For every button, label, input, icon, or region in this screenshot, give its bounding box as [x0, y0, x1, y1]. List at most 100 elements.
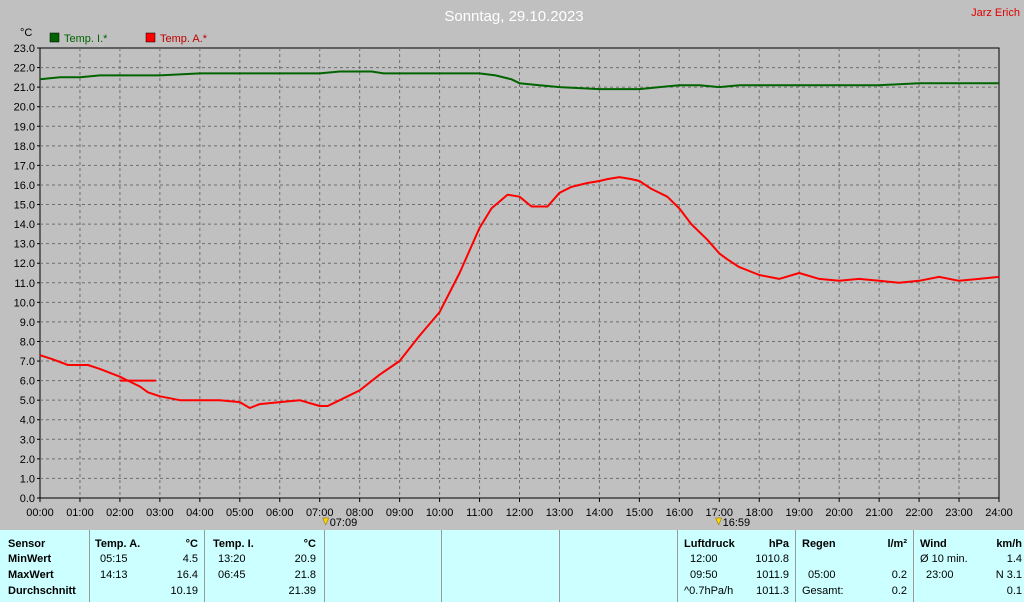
pressure-min-value: 1010.8: [755, 553, 789, 565]
legend: Temp. I.* Temp. A.*: [49, 32, 208, 45]
wind-max-time: 23:00: [926, 569, 954, 581]
y-tick-label: 12.0: [14, 258, 35, 270]
x-tick-label: 06:00: [266, 507, 294, 519]
rain-unit: l/m²: [887, 538, 907, 550]
y-tick-label: 7.0: [20, 356, 35, 368]
x-tick-label: 16:00: [666, 507, 694, 519]
pressure-trend: ^0.7hPa/h: [684, 585, 734, 597]
y-tick-label: 5.0: [20, 395, 35, 407]
x-tick-label: 22:00: [905, 507, 933, 519]
x-tick-label: 02:00: [106, 507, 134, 519]
sunrise-icon: [322, 517, 330, 526]
y-axis: 0.0 1.0 2.0 3.0 4.0 5.0 6.0 7.0 8.0 9.0 10.0 11.0 12…: [14, 43, 40, 505]
y-tick-label: 16.0: [14, 180, 35, 192]
wind-avg-value: 1.4: [1006, 553, 1022, 565]
rain-max-value: 0.2: [891, 569, 907, 581]
y-tick-label: 15.0: [14, 200, 35, 212]
x-tick-label: 00:00: [26, 507, 54, 519]
x-tick-label: 12:00: [506, 507, 534, 519]
temp-i-max-value: 21.8: [294, 569, 316, 581]
pressure-avg-value: 1011.3: [756, 585, 789, 597]
y-tick-label: 6.0: [20, 376, 35, 388]
temp-i-unit: °C: [303, 538, 316, 550]
y-tick-label: 1.0: [20, 473, 35, 485]
legend-label: Temp. A.*: [160, 33, 208, 45]
author-label: Jarz Erich: [971, 7, 1020, 19]
temp-a-avg-value: 10.19: [170, 585, 198, 597]
empty-panel-1: [325, 530, 442, 602]
y-tick-label: 4.0: [20, 415, 35, 427]
x-tick-label: 04:00: [186, 507, 214, 519]
row-label-min: MinWert: [8, 553, 52, 565]
rain-panel: Regen l/m² 05:00 0.2 Gesamt: 0.2: [796, 530, 914, 602]
legend-label: Temp. I.*: [64, 33, 108, 45]
sun-markers: 07:09 16:59: [322, 517, 751, 529]
series-group: [39, 70, 1000, 409]
temp-a-min-time: 05:15: [100, 553, 128, 565]
chart-title: Sonntag, 29.10.2023: [444, 8, 583, 25]
rain-header: Regen: [802, 538, 836, 550]
y-axis-unit: °C: [20, 27, 32, 39]
series-line-temp-i: [39, 70, 999, 91]
x-tick-label: 18:00: [745, 507, 773, 519]
rain-total-value: 0.2: [891, 585, 907, 597]
y-tick-label: 9.0: [20, 317, 35, 329]
x-tick-label: 14:00: [586, 507, 614, 519]
x-tick-label: 24:00: [985, 507, 1013, 519]
y-tick-label: 17.0: [14, 160, 35, 172]
x-tick-label: 05:00: [226, 507, 254, 519]
x-tick-label: 03:00: [146, 507, 174, 519]
row-label-avg: Durchschnitt: [8, 585, 76, 597]
empty-panel-2: [442, 530, 560, 602]
sunrise-time: 07:09: [330, 517, 358, 529]
wind-header: Wind: [920, 538, 947, 550]
wind-panel: Wind km/h Ø 10 min. 1.4 23:00 N 3.1 0.1: [914, 530, 1024, 602]
y-tick-label: 18.0: [14, 141, 35, 153]
legend-swatch: [145, 32, 156, 43]
pressure-max-value: 1011.9: [756, 569, 789, 581]
y-tick-label: 21.0: [14, 82, 35, 94]
temp-i-min-value: 20.9: [294, 553, 316, 565]
temperature-chart: Sonntag, 29.10.2023 Jarz Erich °C Temp. …: [14, 7, 1020, 529]
empty-panel-3: [560, 530, 678, 602]
temp-a-header: Temp. A.: [95, 538, 141, 550]
stats-table: Sensor MinWert MaxWert Durchschnitt Temp…: [0, 530, 1024, 602]
x-tick-label: 09:00: [386, 507, 414, 519]
y-tick-label: 20.0: [14, 102, 35, 114]
temp-a-panel: Temp. A. °C 05:15 4.5 14:13 16.4 10.19: [90, 530, 205, 602]
wind-unit: km/h: [996, 538, 1022, 550]
temp-a-max-value: 16.4: [176, 569, 198, 581]
pressure-header: Luftdruck: [684, 538, 735, 550]
x-tick-label: 07:00: [306, 507, 334, 519]
x-tick-label: 17:00: [706, 507, 734, 519]
y-tick-label: 11.0: [14, 278, 35, 290]
sunset-time: 16:59: [723, 517, 751, 529]
wind-max-value: N 3.1: [995, 569, 1022, 581]
x-tick-label: 13:00: [546, 507, 574, 519]
sensor-header: Sensor: [8, 538, 46, 550]
x-tick-label: 08:00: [346, 507, 374, 519]
temp-i-max-time: 06:45: [218, 569, 246, 581]
wind-avg-label: Ø 10 min.: [920, 553, 968, 565]
x-tick-label: 01:00: [66, 507, 94, 519]
y-tick-label: 3.0: [20, 434, 35, 446]
temp-i-avg-value: 21.39: [288, 585, 316, 597]
rain-max-time: 05:00: [808, 569, 836, 581]
y-tick-label: 14.0: [14, 219, 35, 231]
x-tick-label: 23:00: [945, 507, 973, 519]
grid: [39, 47, 1000, 499]
pressure-min-time: 12:00: [690, 553, 718, 565]
y-tick-label: 19.0: [14, 121, 35, 133]
temp-i-panel: Temp. I. °C 13:20 20.9 06:45 21.8 21.39: [205, 530, 325, 602]
y-tick-label: 22.0: [14, 63, 35, 75]
sensor-panel: Sensor MinWert MaxWert Durchschnitt: [0, 530, 90, 602]
y-tick-label: 10.0: [14, 297, 35, 309]
x-tick-label: 21:00: [865, 507, 893, 519]
x-tick-label: 15:00: [626, 507, 654, 519]
pressure-unit: hPa: [768, 538, 789, 550]
y-tick-label: 2.0: [20, 454, 35, 466]
x-axis: 00:00 01:00 02:00 03:00 04:00 05:00 06:00 07:00…: [26, 498, 1013, 519]
y-tick-label: 23.0: [14, 43, 35, 55]
y-tick-label: 8.0: [20, 336, 35, 348]
x-tick-label: 10:00: [426, 507, 454, 519]
